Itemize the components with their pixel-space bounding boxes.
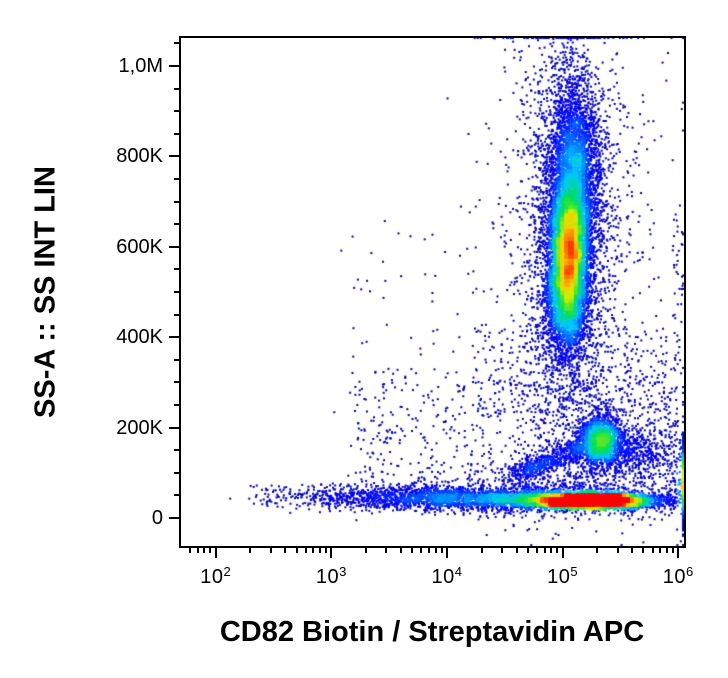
y-tick-label: 0 xyxy=(151,506,163,529)
x-minor-tick xyxy=(399,548,402,553)
x-minor-tick xyxy=(671,548,674,553)
x-minor-tick xyxy=(319,548,322,553)
x-minor-tick xyxy=(304,548,307,553)
y-tick-label: 400K xyxy=(116,326,163,349)
x-minor-tick xyxy=(480,548,483,553)
x-minor-tick xyxy=(616,548,619,553)
y-major-tick xyxy=(169,516,179,519)
x-minor-tick xyxy=(543,548,546,553)
x-tick-label: 102 xyxy=(200,564,232,588)
y-tick-label: 600K xyxy=(116,235,163,258)
y-tick-label: 1,0M xyxy=(118,55,163,78)
x-minor-tick xyxy=(515,548,518,553)
plot-frame xyxy=(179,36,686,548)
x-minor-tick xyxy=(312,548,315,553)
y-major-tick xyxy=(169,245,179,248)
x-minor-tick xyxy=(651,548,654,553)
scatter-density-canvas xyxy=(181,38,684,546)
x-minor-tick xyxy=(189,548,192,553)
y-major-tick xyxy=(169,65,179,68)
x-minor-tick xyxy=(203,548,206,553)
x-major-tick xyxy=(445,548,448,558)
x-major-tick xyxy=(330,548,333,558)
x-axis-title: CD82 Biotin / Streptavidin APC xyxy=(219,616,645,648)
x-minor-tick xyxy=(596,548,599,553)
y-axis-title: SS-A :: SS INT LIN xyxy=(29,166,62,418)
x-minor-tick xyxy=(284,548,287,553)
x-minor-tick xyxy=(434,548,437,553)
x-major-tick xyxy=(561,548,564,558)
x-tick-label: 104 xyxy=(431,564,463,588)
x-minor-tick xyxy=(428,548,431,553)
x-minor-tick xyxy=(209,548,212,553)
x-minor-tick xyxy=(631,548,634,553)
x-minor-tick xyxy=(526,548,529,553)
x-minor-tick xyxy=(550,548,553,553)
x-minor-tick xyxy=(411,548,414,553)
x-minor-tick xyxy=(365,548,368,553)
x-major-tick xyxy=(677,548,680,558)
y-tick-label: 200K xyxy=(116,416,163,439)
y-tick-label: 800K xyxy=(116,145,163,168)
x-minor-tick xyxy=(420,548,423,553)
x-minor-tick xyxy=(196,548,199,553)
y-major-tick xyxy=(169,155,179,158)
y-major-tick xyxy=(169,426,179,429)
x-minor-tick xyxy=(440,548,443,553)
x-minor-tick xyxy=(295,548,298,553)
x-tick-label: 106 xyxy=(662,564,694,588)
y-major-tick xyxy=(169,336,179,339)
x-tick-label: 103 xyxy=(315,564,347,588)
x-minor-tick xyxy=(666,548,668,553)
x-minor-tick xyxy=(642,548,645,553)
x-major-tick xyxy=(214,548,217,558)
x-minor-tick xyxy=(501,548,504,553)
x-minor-tick xyxy=(659,548,662,553)
x-minor-tick xyxy=(385,548,388,553)
x-minor-tick xyxy=(325,548,328,553)
x-minor-tick xyxy=(249,548,252,553)
x-minor-tick xyxy=(556,548,559,553)
x-tick-label: 105 xyxy=(547,564,579,588)
x-minor-tick xyxy=(535,548,538,553)
x-minor-tick xyxy=(269,548,272,553)
